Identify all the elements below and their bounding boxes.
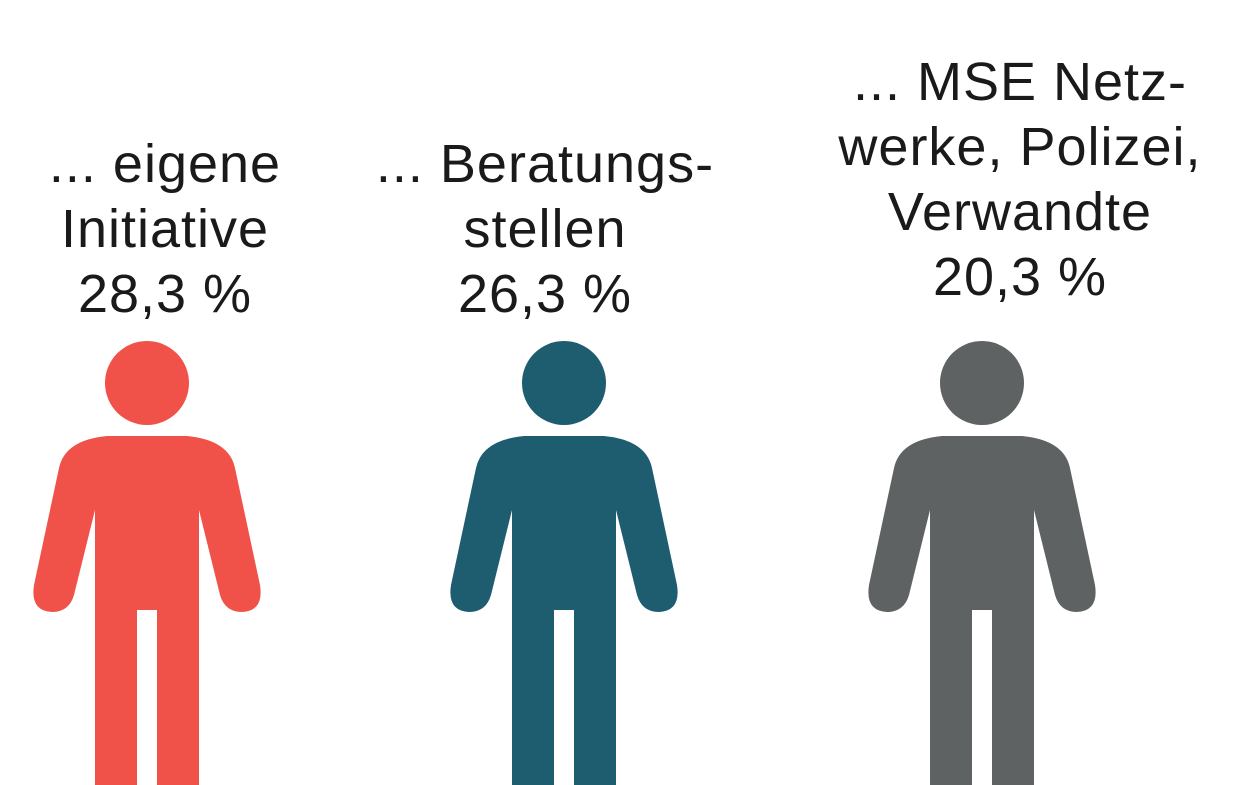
person-head (940, 341, 1024, 425)
label-line: ... eigene (49, 134, 281, 194)
percentage: 26,3 % (458, 264, 632, 324)
person-head (105, 341, 189, 425)
person-body (33, 436, 261, 785)
label-line: Verwandte (888, 182, 1152, 242)
percentage: 20,3 % (933, 247, 1107, 307)
label-line: ... MSE Netz- (853, 52, 1187, 112)
label-line: stellen (463, 199, 626, 259)
person-head (522, 341, 606, 425)
label-line: Initiative (61, 199, 269, 259)
label-line: ... Beratungs- (376, 134, 714, 194)
person-body (868, 436, 1096, 785)
person-body (450, 436, 678, 785)
percentage: 28,3 % (78, 264, 252, 324)
label-line: werke, Polizei, (837, 117, 1201, 177)
